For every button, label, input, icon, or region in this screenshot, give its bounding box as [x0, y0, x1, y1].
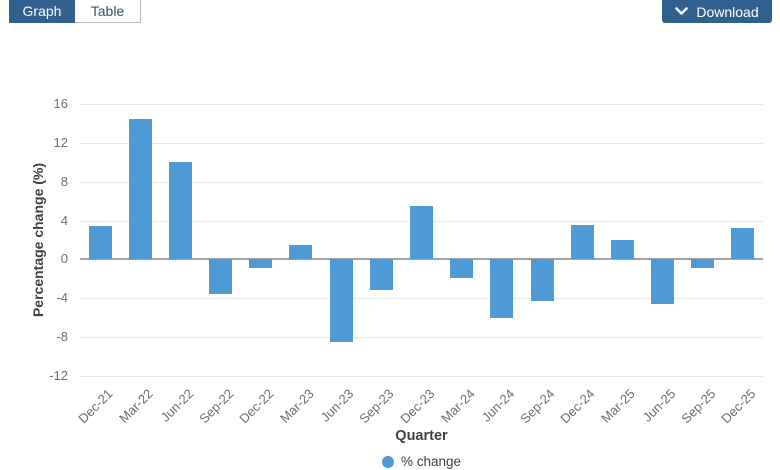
- x-axis-title: Quarter: [395, 428, 448, 444]
- legend-marker-icon: [381, 455, 394, 468]
- bar-Dec-25[interactable]: [731, 228, 755, 260]
- bar-Mar-25[interactable]: [610, 240, 634, 260]
- x-tick-label: Mar-25: [598, 386, 638, 426]
- tab-graph[interactable]: Graph: [9, 0, 75, 23]
- plot-area: [80, 104, 763, 377]
- bar-Mar-22[interactable]: [128, 118, 152, 260]
- y-tick-label: 4: [60, 212, 68, 228]
- bar-Sep-25[interactable]: [691, 259, 715, 269]
- x-tick-label: Jun-22: [157, 386, 197, 425]
- y-tick-label: -4: [56, 290, 68, 306]
- gridline: [80, 298, 763, 300]
- x-tick-label: Mar-24: [437, 386, 478, 426]
- bar-Jun-22[interactable]: [168, 162, 192, 260]
- y-tick-label: -12: [49, 368, 68, 383]
- x-tick-label: Sep-24: [517, 386, 558, 427]
- y-tick-label: 8: [60, 173, 68, 189]
- x-tick-label: Mar-22: [116, 386, 156, 426]
- bar-Sep-23[interactable]: [369, 259, 393, 290]
- tab-table[interactable]: Table: [75, 0, 141, 23]
- legend-series-label: % change: [400, 454, 462, 469]
- toolbar: Graph Table Download: [0, 0, 780, 24]
- bar-Dec-23[interactable]: [410, 206, 433, 260]
- bar-Sep-24[interactable]: [530, 259, 554, 302]
- gridline: [80, 104, 763, 105]
- zero-baseline: [80, 258, 763, 261]
- bar-Jun-23[interactable]: [329, 259, 353, 342]
- x-tick-label: Sep-25: [678, 386, 719, 427]
- bar-Mar-23[interactable]: [289, 244, 313, 260]
- x-tick-label: Jun-23: [318, 386, 357, 425]
- gridline: [80, 181, 763, 183]
- x-tick-label: Dec-23: [396, 386, 438, 427]
- gridline: [80, 337, 763, 339]
- x-tick-label: Jun-25: [639, 386, 679, 425]
- y-tick-label: 0: [60, 251, 68, 267]
- bar-Dec-24[interactable]: [570, 225, 594, 260]
- y-tick-label: -8: [56, 329, 68, 345]
- bar-Jun-25[interactable]: [651, 259, 675, 305]
- x-tick-label: Sep-22: [195, 386, 237, 427]
- view-tabs: Graph Table: [9, 0, 141, 23]
- download-button[interactable]: Download: [662, 0, 772, 23]
- gridline: [80, 376, 763, 377]
- y-tick-label: 16: [53, 96, 68, 111]
- bar-Jun-24[interactable]: [490, 259, 514, 318]
- x-tick-label: Mar-23: [276, 386, 317, 426]
- bar-Dec-22[interactable]: [249, 259, 273, 269]
- bar-Mar-24[interactable]: [450, 259, 474, 278]
- bar-Sep-22[interactable]: [209, 259, 233, 295]
- bar-Dec-21[interactable]: [88, 226, 112, 260]
- x-tick-label: Dec-21: [75, 386, 116, 427]
- chevron-down-icon: [675, 7, 689, 16]
- gridline: [80, 142, 763, 144]
- x-tick-label: Jun-24: [478, 386, 518, 425]
- x-tick-label: Dec-24: [557, 386, 598, 427]
- x-tick-label: Dec-22: [236, 386, 277, 427]
- download-button-label: Download: [696, 3, 759, 20]
- chart-legend[interactable]: % change: [80, 454, 763, 469]
- y-tick-label: 12: [53, 134, 68, 150]
- x-tick-label: Sep-23: [356, 386, 397, 427]
- x-tick-label: Dec-25: [718, 386, 759, 427]
